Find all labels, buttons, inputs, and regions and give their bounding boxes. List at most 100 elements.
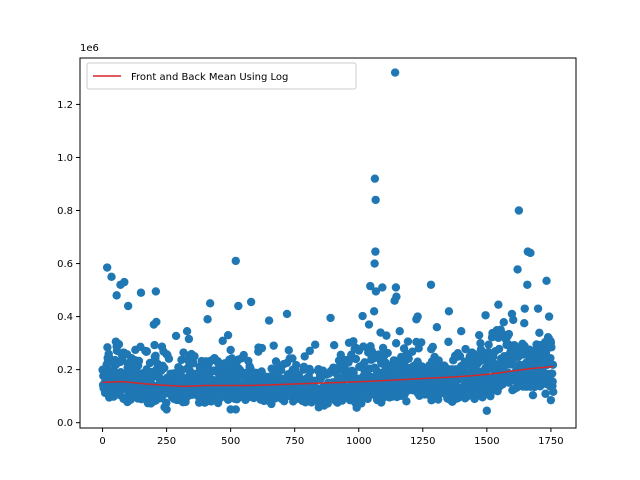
scatter-point	[371, 195, 380, 205]
scatter-point	[395, 326, 404, 336]
scatter-point	[223, 330, 233, 340]
scatter-point	[203, 315, 212, 324]
scatter-point	[481, 311, 490, 320]
scatter-point	[218, 336, 227, 346]
scatter-point	[359, 342, 368, 351]
scatter-point	[494, 300, 503, 309]
x-tick-label: 500	[221, 436, 240, 447]
scatter-point	[390, 68, 400, 77]
scatter-point	[184, 334, 194, 344]
scatter-point	[189, 359, 198, 368]
scatter-point	[428, 342, 437, 352]
scatter-point	[336, 350, 346, 360]
scatter-point	[403, 337, 413, 346]
scatter-point	[164, 354, 174, 363]
scatter-point	[370, 174, 380, 183]
scatter-point	[417, 338, 426, 347]
y-tick-label: 0.8	[57, 206, 73, 217]
scatter-point	[360, 358, 369, 367]
scatter-point	[366, 281, 375, 291]
scatter-point	[383, 348, 392, 358]
scatter-point	[523, 280, 532, 289]
x-tick-label: 250	[157, 436, 176, 447]
scatter-point	[546, 395, 556, 405]
scatter-point	[514, 206, 524, 215]
y-tick-label: 0.2	[57, 365, 73, 376]
scatter-point	[426, 280, 436, 289]
scatter-points-group	[98, 68, 558, 415]
scatter-point	[114, 340, 124, 349]
y-offset-text: 1e6	[80, 43, 99, 54]
scatter-point	[376, 328, 385, 337]
scatter-point	[546, 353, 555, 363]
legend: Front and Back Mean Using Log	[86, 62, 357, 90]
scatter-point	[182, 326, 192, 336]
legend-box	[86, 62, 357, 90]
plot-frame	[79, 57, 577, 429]
scatter-point	[444, 337, 453, 347]
scatter-point	[151, 351, 160, 360]
scatter-point	[444, 307, 454, 316]
x-tick-label: 1750	[538, 436, 563, 447]
scatter-point	[329, 340, 339, 350]
scatter-point	[528, 391, 538, 400]
y-tick-label: 0.0	[57, 418, 73, 429]
scatter-point	[542, 276, 551, 285]
scatter-point	[231, 405, 240, 414]
y-tick-label: 0.4	[57, 312, 73, 323]
scatter-point	[107, 272, 116, 282]
y-tick-label: 1.0	[57, 153, 73, 164]
scatter-point	[504, 329, 514, 339]
x-tick-label: 750	[285, 436, 304, 447]
x-tick-label: 0	[99, 436, 105, 447]
scatter-point	[120, 277, 129, 287]
scatter-point	[369, 307, 379, 316]
scatter-point	[371, 247, 380, 256]
scatter-point	[226, 345, 235, 355]
scatter-point	[190, 352, 199, 361]
scatter-point	[482, 406, 492, 415]
scatter-point	[549, 387, 558, 397]
scatter-point	[104, 352, 114, 361]
scatter-point	[257, 343, 267, 353]
scatter-point	[378, 283, 387, 292]
scatter-point	[326, 313, 335, 323]
scatter-point	[269, 341, 278, 350]
scatter-point	[507, 309, 517, 319]
x-tick-label: 1500	[474, 436, 499, 447]
scatter-point	[404, 354, 413, 363]
x-tick-label: 1000	[346, 436, 371, 447]
scatter-point	[408, 347, 417, 356]
scatter-point	[102, 263, 112, 272]
scatter-point	[544, 312, 554, 321]
scatter-point	[205, 299, 215, 308]
scatter-point	[246, 297, 256, 307]
scatter-point	[160, 363, 169, 373]
mean-line	[102, 365, 554, 388]
scatter-point	[179, 348, 188, 357]
scatter-point	[476, 339, 485, 348]
scatter-point	[134, 356, 144, 366]
x-axis-ticks: 0 250 500 750 1000 1250 1500 1750	[99, 428, 564, 447]
scatter-point	[474, 330, 484, 340]
scatter-point	[364, 320, 374, 329]
scatter-point	[494, 344, 504, 354]
scatter-point	[264, 316, 274, 325]
scatter-point	[548, 377, 557, 386]
scatter-point	[391, 339, 401, 348]
scatter-point	[288, 354, 297, 363]
scatter-point	[392, 292, 401, 301]
scatter-point	[535, 328, 544, 338]
scatter-point	[547, 343, 556, 352]
scatter-point	[434, 356, 443, 365]
y-axis-ticks: 0.0 0.2 0.4 0.6 0.8 1.0 1.2	[57, 100, 80, 429]
scatter-point	[370, 259, 379, 268]
scatter-point	[306, 367, 315, 376]
scatter-point	[391, 283, 401, 292]
scatter-point	[171, 331, 181, 341]
scatter-point	[499, 318, 508, 327]
scatter-point	[300, 352, 309, 361]
scatter-point	[371, 287, 381, 296]
legend-label: Front and Back Mean Using Log	[131, 72, 288, 83]
